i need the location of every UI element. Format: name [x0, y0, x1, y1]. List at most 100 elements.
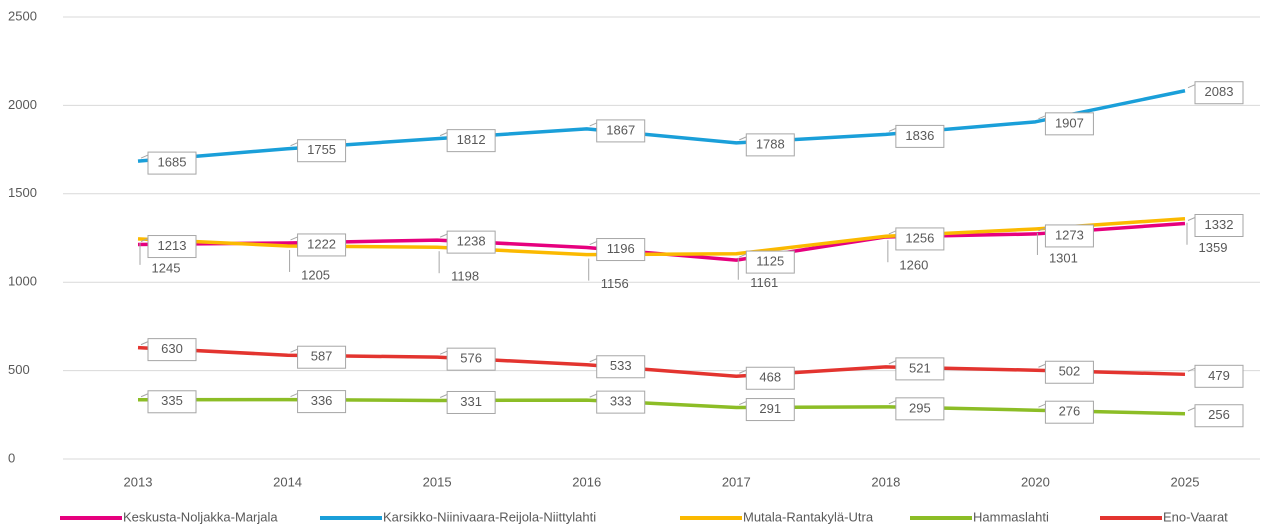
data-label: 276 — [1059, 404, 1081, 419]
leader-line — [739, 369, 747, 374]
legend-label: Hammaslahti — [973, 509, 1049, 524]
leader-line — [589, 241, 597, 246]
data-label: 291 — [759, 401, 781, 416]
leader-line — [1038, 227, 1046, 232]
data-label: 1867 — [606, 122, 635, 137]
leader-line — [140, 393, 149, 398]
data-label-box — [1194, 404, 1244, 428]
leader-line — [739, 253, 747, 258]
data-label: 256 — [1208, 407, 1230, 422]
data-label: 630 — [161, 341, 183, 356]
leader-line — [140, 154, 149, 159]
y-tick-label: 1500 — [8, 185, 37, 200]
x-tick-label: 2020 — [1021, 474, 1050, 489]
series-line — [137, 397, 1186, 416]
leader-line — [290, 236, 298, 241]
data-label-box — [1044, 224, 1094, 248]
data-label: 1156 — [601, 276, 629, 291]
series-line — [137, 216, 1186, 257]
data-label: 1196 — [607, 241, 635, 256]
data-label: 1788 — [756, 136, 785, 151]
leader-line — [290, 142, 298, 147]
leader-line — [1038, 363, 1046, 368]
data-label-box — [1044, 360, 1094, 384]
data-label: 1685 — [158, 155, 187, 170]
data-label: 1836 — [905, 128, 934, 143]
y-tick-label: 2500 — [8, 8, 37, 23]
data-label: 1161 — [750, 275, 778, 290]
leader-line — [1187, 217, 1196, 221]
data-label: 1245 — [152, 260, 181, 275]
data-label: 1755 — [307, 142, 336, 157]
data-label: 1205 — [301, 267, 330, 282]
leader-line — [439, 233, 448, 238]
data-label: 1238 — [457, 234, 486, 249]
data-label: 295 — [909, 400, 931, 415]
data-label: 468 — [759, 370, 781, 385]
leader-line — [888, 127, 897, 132]
leader-line — [290, 348, 298, 353]
data-label-box — [147, 390, 197, 414]
data-label: 587 — [311, 349, 333, 364]
data-label: 2083 — [1205, 84, 1234, 99]
data-label-box — [596, 355, 646, 379]
data-label-box — [446, 347, 496, 371]
data-label: 479 — [1208, 368, 1230, 383]
data-label: 1359 — [1199, 240, 1228, 255]
y-tick-label: 500 — [8, 362, 30, 377]
data-label: 1222 — [307, 236, 336, 251]
leader-line — [1187, 367, 1196, 372]
leader-line — [888, 230, 897, 235]
data-label-box — [596, 119, 646, 143]
data-label-box — [297, 390, 347, 414]
data-label: 521 — [909, 360, 931, 375]
series-line — [137, 345, 1186, 379]
data-label: 502 — [1059, 364, 1081, 379]
leader-line — [888, 400, 897, 405]
x-tick-label: 2025 — [1171, 474, 1200, 489]
leader-line — [888, 360, 897, 365]
data-label: 533 — [610, 358, 632, 373]
leader-line — [1187, 407, 1196, 412]
data-label-box — [297, 139, 347, 163]
series-line — [137, 89, 1186, 163]
data-label-box — [147, 338, 197, 362]
leader-line — [140, 238, 149, 243]
data-label-box — [297, 233, 347, 257]
data-label: 1125 — [756, 254, 784, 269]
data-label: 1256 — [905, 230, 934, 245]
data-label-box — [895, 227, 945, 251]
leader-line — [589, 358, 597, 363]
data-label-box — [1194, 214, 1244, 238]
leader-line — [589, 393, 597, 398]
data-label-box — [745, 250, 795, 274]
data-label-box — [895, 397, 945, 421]
leader-line — [589, 122, 597, 127]
data-label: 331 — [460, 394, 482, 409]
leader-line — [739, 136, 747, 141]
data-label: 333 — [610, 394, 632, 409]
data-label: 1198 — [451, 269, 479, 284]
data-label-box — [147, 235, 197, 259]
data-label-box — [596, 238, 646, 262]
data-label-box — [446, 390, 496, 414]
x-tick-label: 2014 — [273, 474, 302, 489]
leader-line — [439, 350, 448, 355]
x-tick-label: 2013 — [124, 474, 153, 489]
legend-label: Keskusta-Noljakka-Marjala — [123, 509, 278, 524]
data-label: 1301 — [1049, 250, 1078, 265]
data-label-box — [1044, 112, 1094, 136]
x-tick-label: 2015 — [423, 474, 452, 489]
data-label: 576 — [460, 351, 482, 366]
y-tick-label: 2000 — [8, 97, 37, 112]
data-label-box — [596, 390, 646, 414]
data-label: 1273 — [1055, 227, 1084, 242]
legend-label: Mutala-Rantakylä-Utra — [743, 509, 874, 524]
data-label-box — [745, 398, 795, 422]
data-label-box — [446, 230, 496, 254]
data-label-box — [147, 151, 197, 175]
x-tick-label: 2018 — [871, 474, 900, 489]
data-label-box — [745, 366, 795, 390]
leader-line — [439, 132, 448, 137]
